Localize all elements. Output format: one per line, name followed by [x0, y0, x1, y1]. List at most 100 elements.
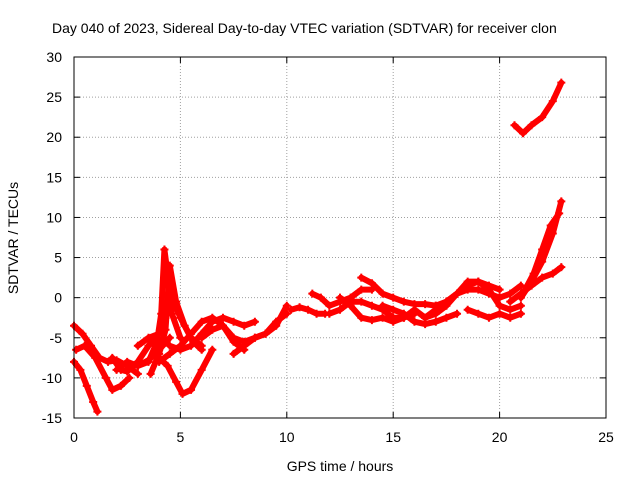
data-point [261, 329, 270, 338]
data-point [165, 341, 174, 350]
series-track-27 [511, 79, 565, 137]
data-point [516, 309, 525, 318]
data-point [176, 345, 185, 354]
data-point [529, 269, 538, 278]
data-point [495, 301, 504, 310]
data-point [72, 345, 81, 354]
data-point [133, 361, 142, 370]
data-point [557, 197, 566, 206]
data-point [463, 277, 472, 286]
data-point [538, 273, 547, 282]
data-point [123, 357, 132, 366]
data-point [287, 305, 296, 314]
data-point [410, 317, 419, 326]
data-point [516, 301, 525, 310]
data-point [421, 313, 430, 322]
data-point [484, 313, 493, 322]
x-axis-label: GPS time / hours [287, 458, 394, 474]
data-point [282, 301, 291, 310]
data-point [218, 313, 227, 322]
data-point [197, 333, 206, 342]
data-point [240, 321, 249, 330]
data-point [506, 305, 515, 314]
data-point [172, 297, 181, 306]
data-point [506, 289, 515, 298]
data-point [557, 78, 566, 87]
data-point [510, 121, 519, 130]
y-axis-label: SDTVAR / TECUs [5, 182, 21, 294]
data-point [516, 281, 525, 290]
y-tick-label: 0 [54, 290, 62, 306]
data-point [546, 221, 555, 230]
data-point [308, 289, 317, 298]
data-point [165, 261, 174, 270]
data-point [399, 309, 408, 318]
y-tick-label: -10 [42, 370, 62, 386]
data-point [133, 341, 142, 350]
data-point [172, 377, 181, 386]
data-point [431, 317, 440, 326]
data-point [187, 329, 196, 338]
data-point [527, 121, 536, 130]
data-point [125, 373, 134, 382]
data-point [240, 341, 249, 350]
data-point [557, 263, 566, 272]
data-point [295, 303, 304, 312]
data-point [163, 361, 172, 370]
data-point [208, 345, 217, 354]
y-tick-label: 30 [46, 49, 62, 65]
data-point [538, 245, 547, 254]
data-point [250, 333, 259, 342]
data-point [453, 309, 462, 318]
data-point [495, 309, 504, 318]
y-tick-label: -5 [50, 330, 63, 346]
data-point [161, 325, 170, 334]
x-tick-label: 5 [177, 429, 185, 445]
data-point [250, 317, 259, 326]
data-point [389, 293, 398, 302]
data-point [516, 293, 525, 302]
data-point [272, 321, 281, 330]
data-point [312, 309, 321, 318]
y-tick-label: 15 [46, 169, 62, 185]
plot-frame [73, 56, 607, 419]
data-point [495, 285, 504, 294]
data-point [506, 297, 515, 306]
data-point [123, 367, 132, 376]
data-point [80, 341, 89, 350]
data-point [78, 329, 87, 338]
data-point [93, 407, 102, 416]
data-point [357, 297, 366, 306]
data-point [89, 397, 98, 406]
data-point [548, 269, 557, 278]
data-point [178, 389, 187, 398]
data-point [484, 285, 493, 294]
data-point [336, 293, 344, 302]
data-point [76, 365, 85, 374]
data-point [187, 385, 196, 394]
data-point [421, 300, 430, 309]
data-point [357, 273, 366, 282]
data-point [336, 305, 344, 314]
data-point [144, 333, 153, 342]
data-point [474, 285, 483, 294]
data-point [442, 313, 451, 322]
data-point [463, 285, 472, 294]
data-point [325, 301, 334, 310]
data-point [389, 317, 398, 326]
y-tick-label: 5 [54, 250, 62, 266]
data-point [180, 321, 189, 330]
data-point [463, 305, 472, 314]
data-point [389, 305, 398, 314]
y-tick-label: 25 [46, 89, 62, 105]
y-tick-label: 10 [46, 209, 62, 225]
data-point [474, 277, 483, 286]
data-point [378, 289, 387, 298]
data-point [367, 279, 376, 288]
data-point [519, 129, 528, 138]
grid [74, 57, 606, 418]
data-point [474, 309, 483, 318]
y-tick-label: -15 [42, 410, 62, 426]
data-point [229, 349, 238, 358]
